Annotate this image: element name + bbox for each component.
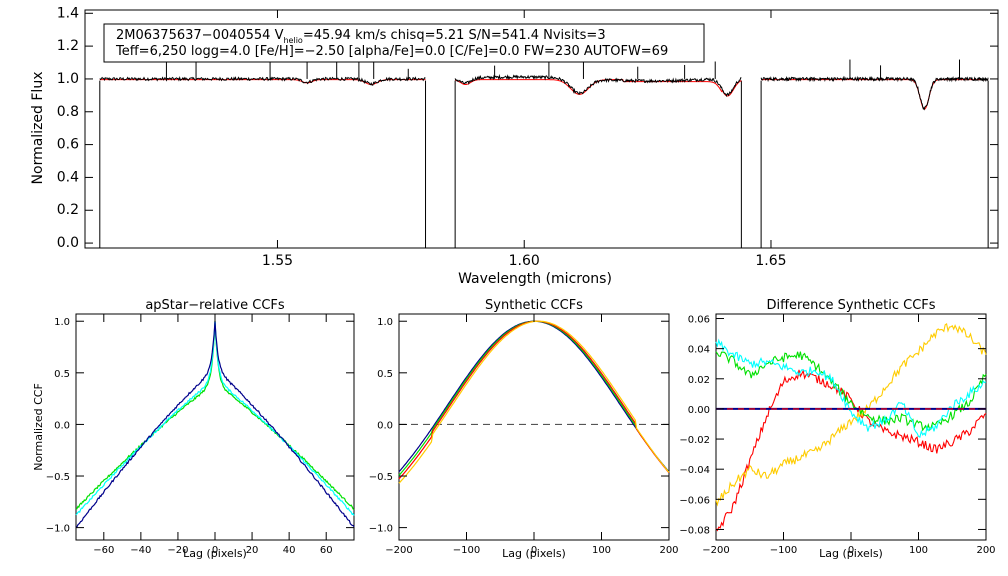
spectrum-ytick-label: 0.4 (57, 169, 79, 185)
spectrum-xtick-label: 1.60 (509, 253, 540, 269)
apstar-xtick-label: 0 (212, 545, 218, 556)
spectrum-series (99, 52, 989, 111)
synthetic-ytick-label: 1.0 (377, 317, 393, 328)
spectrum-observed-line (760, 75, 989, 111)
apstar-xtick-label: 60 (320, 545, 333, 556)
synthetic-ytick-label: −1.0 (369, 524, 393, 535)
synthetic-xtick-label: 0 (531, 545, 537, 556)
difference-y-ticks: −0.08 −0.06 −0.04 −0.02 0.00 0.02 0.04 0.06 (679, 315, 986, 536)
apstar-y-label: Normalized CCF (32, 383, 45, 471)
difference-ytick-label: −0.08 (679, 525, 710, 536)
difference-ytick-label: 0.04 (688, 345, 710, 356)
difference-ytick-label: 0.06 (688, 315, 710, 326)
spectrum-model-line (99, 79, 426, 85)
difference-ccf-line (715, 351, 987, 432)
spectrum-panel: 0.0 0.2 0.4 0.6 0.8 1.0 1.2 1.4 1.55 1.60 1.65 2M… (30, 5, 999, 287)
synthetic-ccf-line (398, 320, 670, 473)
spectrum-y-label: Normalized Flux (30, 72, 46, 185)
apstar-ytick-label: 0.0 (54, 420, 70, 431)
apstar-ccf-line (75, 321, 355, 516)
difference-ytick-label: 0.00 (688, 405, 710, 416)
difference-series (715, 323, 987, 532)
apstar-ytick-label: −1.0 (46, 524, 70, 535)
spectrum-x-ticks: 1.55 1.60 1.65 (262, 10, 787, 269)
apstar-ytick-label: 1.0 (54, 317, 70, 328)
synthetic-x-label: Lag (pixels) (502, 547, 566, 560)
spectrum-ytick-label: 0.6 (57, 137, 79, 153)
apstar-xtick-label: 20 (246, 545, 259, 556)
synthetic-ccf-line (398, 320, 670, 484)
apstar-ccf-line (76, 321, 355, 511)
difference-axes-frame (715, 313, 987, 541)
synthetic-ccf-line (398, 320, 670, 480)
apstar-ccf-line (75, 321, 355, 529)
spectrum-y-ticks: 0.0 0.2 0.4 0.6 0.8 1.0 1.2 1.4 (57, 5, 998, 251)
synthetic-title: Synthetic CCFs (485, 298, 583, 313)
difference-ytick-label: −0.02 (679, 435, 710, 446)
apstar-title: apStar−relative CCFs (145, 298, 285, 313)
synthetic-xtick-label: 100 (592, 545, 611, 556)
synthetic-ytick-label: 0.0 (377, 420, 393, 431)
spectrum-ytick-label: 1.4 (57, 5, 79, 21)
spectrum-model-line (761, 79, 989, 110)
spectrum-ytick-label: 0.8 (57, 104, 79, 120)
apstar-xtick-label: −60 (93, 545, 114, 556)
synthetic-y-ticks: −1.0 −0.5 0.0 0.5 1.0 (369, 317, 669, 535)
apstar-ytick-label: −0.5 (46, 472, 70, 483)
spectrum-xtick-label: 1.65 (755, 253, 786, 269)
synthetic-ytick-label: 0.5 (377, 369, 393, 380)
apstar-axes-frame (75, 313, 355, 541)
spectrum-x-label: Wavelength (microns) (458, 271, 612, 287)
synthetic-ccf-line (398, 320, 670, 476)
difference-ytick-label: −0.06 (679, 495, 710, 506)
spectrum-axes-frame (84, 9, 999, 249)
difference-ccf-line (715, 338, 987, 438)
spectrum-ytick-label: 0.2 (57, 202, 79, 218)
spectrum-observed-line (454, 73, 742, 98)
difference-xtick-label: 0 (848, 545, 854, 556)
spectrum-ytick-label: 1.2 (57, 38, 79, 54)
difference-x-ticks: −200 −100 0 100 200 (702, 314, 996, 556)
spectrum-ytick-label: 1.0 (57, 71, 79, 87)
spectrum-xtick-label: 1.55 (262, 253, 293, 269)
apstar-xtick-label: −20 (167, 545, 188, 556)
difference-x-label: Lag (pixels) (819, 547, 883, 560)
difference-title: Difference Synthetic CCFs (766, 298, 935, 313)
synthetic-ytick-label: −0.5 (369, 472, 393, 483)
spectrum-observed-line (99, 76, 426, 86)
apstar-ytick-label: 0.5 (54, 369, 70, 380)
synthetic-xtick-label: −100 (453, 545, 480, 556)
difference-xtick-label: 200 (976, 545, 995, 556)
chip-gap-lines (99, 80, 989, 248)
difference-xtick-label: 100 (909, 545, 928, 556)
synthetic-series (398, 320, 670, 484)
apstar-ccf-panel: −1.0 −0.5 0.0 0.5 1.0 −60 −40 −20 0 20 40 60 apSta… (32, 298, 355, 560)
difference-ccf-panel: −0.08 −0.06 −0.04 −0.02 0.00 0.02 0.04 0.06 −20… (679, 298, 995, 560)
spectrum-ytick-label: 0.0 (57, 235, 79, 251)
difference-ytick-label: 0.02 (688, 375, 710, 386)
apstar-xtick-label: −40 (130, 545, 151, 556)
annotation-line-1: 2M06375637−0040554 Vhelio=45.94 km/s chi… (116, 28, 606, 45)
synthetic-xtick-label: −200 (385, 545, 412, 556)
synthetic-axes-frame (398, 313, 670, 541)
synthetic-ccf-panel: −1.0 −0.5 0.0 0.5 1.0 −200 −100 0 100 200 Synthe… (369, 298, 679, 560)
apstar-x-label: Lag (pixels) (183, 547, 247, 560)
synthetic-x-ticks: −200 −100 0 100 200 (385, 314, 679, 556)
apstar-x-ticks: −60 −40 −20 0 20 40 60 (93, 314, 333, 556)
difference-ytick-label: −0.04 (679, 465, 710, 476)
difference-ccf-line (715, 323, 987, 507)
apstar-series (75, 321, 355, 529)
apstar-y-ticks: −1.0 −0.5 0.0 0.5 1.0 (46, 317, 354, 535)
synthetic-xtick-label: 200 (659, 545, 678, 556)
annotation-line-2: Teff=6,250 logg=4.0 [Fe/H]=−2.50 [alpha/… (115, 44, 668, 59)
difference-ccf-line (715, 369, 987, 532)
difference-xtick-label: −100 (770, 545, 797, 556)
apstar-xtick-label: 40 (283, 545, 296, 556)
difference-xtick-label: −200 (702, 545, 729, 556)
spectrum-annotation-box (103, 23, 705, 63)
